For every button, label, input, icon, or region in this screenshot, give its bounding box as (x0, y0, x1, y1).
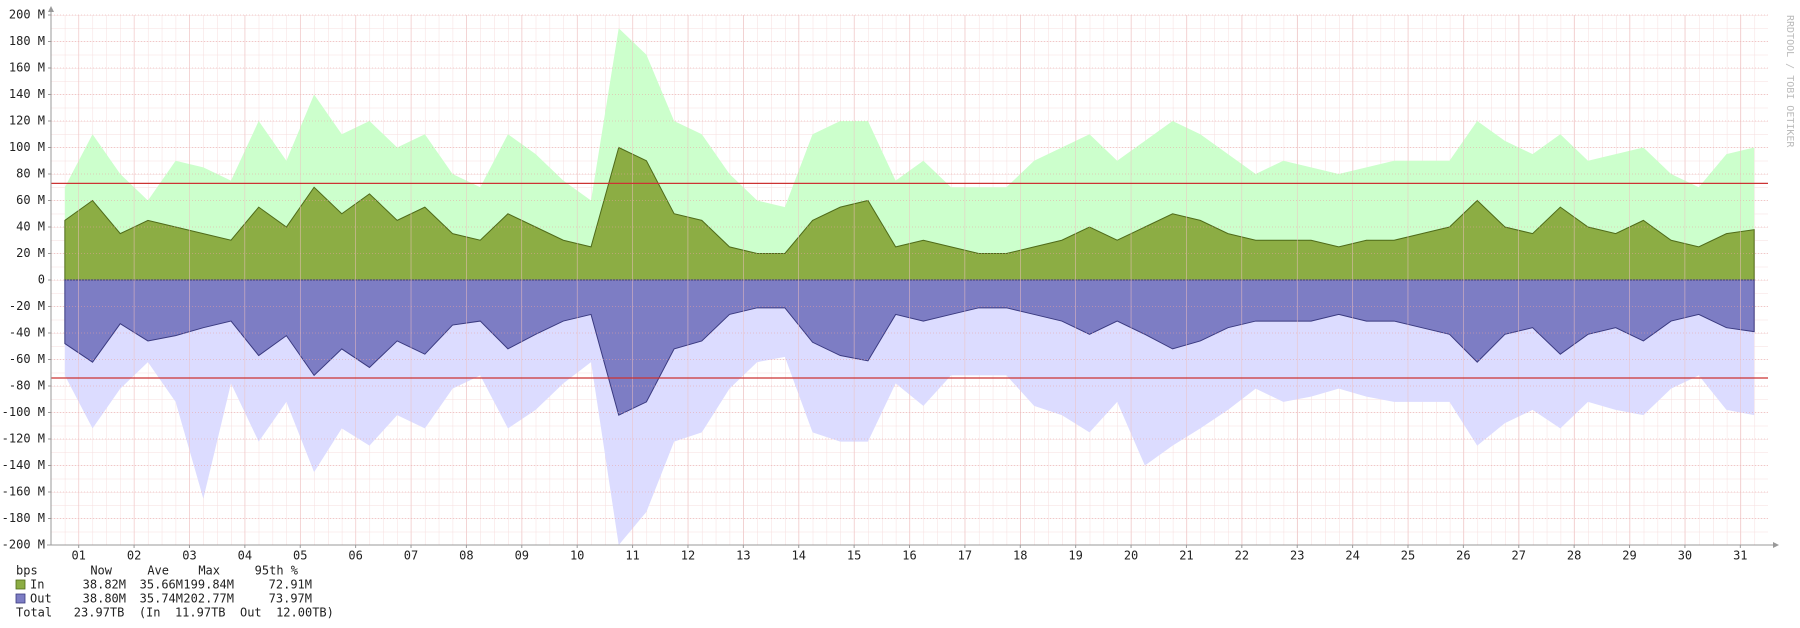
legend-value: 73.97M (269, 592, 312, 606)
legend-swatch (15, 593, 26, 604)
average-area (64, 146, 1755, 281)
x-tick-label: 08 (459, 549, 473, 563)
x-tick-label: 26 (1456, 549, 1470, 563)
legend-value: 202.77M (183, 592, 234, 606)
y-tick-label: -100 M (2, 405, 45, 419)
x-tick-label: 30 (1678, 549, 1692, 563)
x-tick-label: 07 (404, 549, 418, 563)
y-tick-label: -40 M (9, 326, 45, 340)
x-tick-label: 04 (238, 549, 252, 563)
x-tick-label: 22 (1235, 549, 1249, 563)
x-tick-label: 18 (1013, 549, 1027, 563)
x-tick-label: 16 (902, 549, 916, 563)
y-tick-label: -140 M (2, 458, 45, 472)
peak-area (64, 280, 1755, 545)
y-tick-label: 60 M (16, 193, 45, 207)
x-tick-label: 06 (348, 549, 362, 563)
legend-total: Total 23.97TB (In 11.97TB Out 12.00TB) (16, 606, 334, 620)
y-tick-label: 40 M (16, 220, 45, 234)
x-tick-label: 01 (71, 549, 85, 563)
y-tick-label: 100 M (9, 140, 45, 154)
legend-header: Now (90, 564, 112, 578)
legend-value: 35.66M (140, 578, 183, 592)
x-tick-label: 11 (625, 549, 639, 563)
x-tick-label: 03 (182, 549, 196, 563)
x-tick-label: 14 (791, 549, 805, 563)
legend-header: 95th % (255, 564, 299, 578)
x-tick-label: 25 (1401, 549, 1415, 563)
y-tick-label: -80 M (9, 379, 45, 393)
y-tick-label: 120 M (9, 114, 45, 128)
y-tick-label: 140 M (9, 87, 45, 101)
y-tick-label: -180 M (2, 511, 45, 525)
legend-label: Out (30, 592, 52, 606)
legend-value: 35.74M (140, 592, 183, 606)
y-tick-label: 160 M (9, 61, 45, 75)
x-tick-label: 17 (958, 549, 972, 563)
x-tick-label: 05 (293, 549, 307, 563)
x-tick-label: 29 (1622, 549, 1636, 563)
watermark: RRDTOOL / TOBI OETIKER (1784, 15, 1795, 148)
legend-value: 38.82M (83, 578, 126, 592)
y-tick-label: 20 M (16, 246, 45, 260)
y-tick-label: -60 M (9, 352, 45, 366)
axis-arrow (48, 6, 54, 12)
legend-header: bps (16, 564, 38, 578)
legend-swatch (15, 579, 26, 590)
x-tick-label: 21 (1179, 549, 1193, 563)
x-tick-label: 02 (127, 549, 141, 563)
y-tick-label: 180 M (9, 34, 45, 48)
y-tick-label: -160 M (2, 485, 45, 499)
legend-header: Max (198, 564, 220, 578)
x-tick-label: 24 (1345, 549, 1359, 563)
y-tick-label: -20 M (9, 299, 45, 313)
average-area (64, 279, 1755, 416)
y-tick-label: 200 M (9, 8, 45, 22)
y-tick-label: 0 (38, 273, 45, 287)
legend-value: 199.84M (183, 578, 234, 592)
legend-header: Ave (147, 564, 169, 578)
x-tick-label: 20 (1124, 549, 1138, 563)
peak-area (64, 28, 1755, 280)
axis-arrow (1773, 542, 1779, 548)
legend-value: 72.91M (269, 578, 312, 592)
x-tick-label: 13 (736, 549, 750, 563)
y-tick-label: -200 M (2, 538, 45, 552)
x-tick-label: 19 (1068, 549, 1082, 563)
x-tick-label: 12 (681, 549, 695, 563)
legend-label: In (30, 578, 44, 592)
legend-value: 38.80M (83, 592, 126, 606)
x-tick-label: 09 (515, 549, 529, 563)
y-tick-label: -120 M (2, 432, 45, 446)
y-tick-label: 80 M (16, 167, 45, 181)
x-tick-label: 28 (1567, 549, 1581, 563)
x-tick-label: 27 (1512, 549, 1526, 563)
x-tick-label: 23 (1290, 549, 1304, 563)
x-tick-label: 15 (847, 549, 861, 563)
x-tick-label: 10 (570, 549, 584, 563)
x-tick-label: 31 (1733, 549, 1747, 563)
